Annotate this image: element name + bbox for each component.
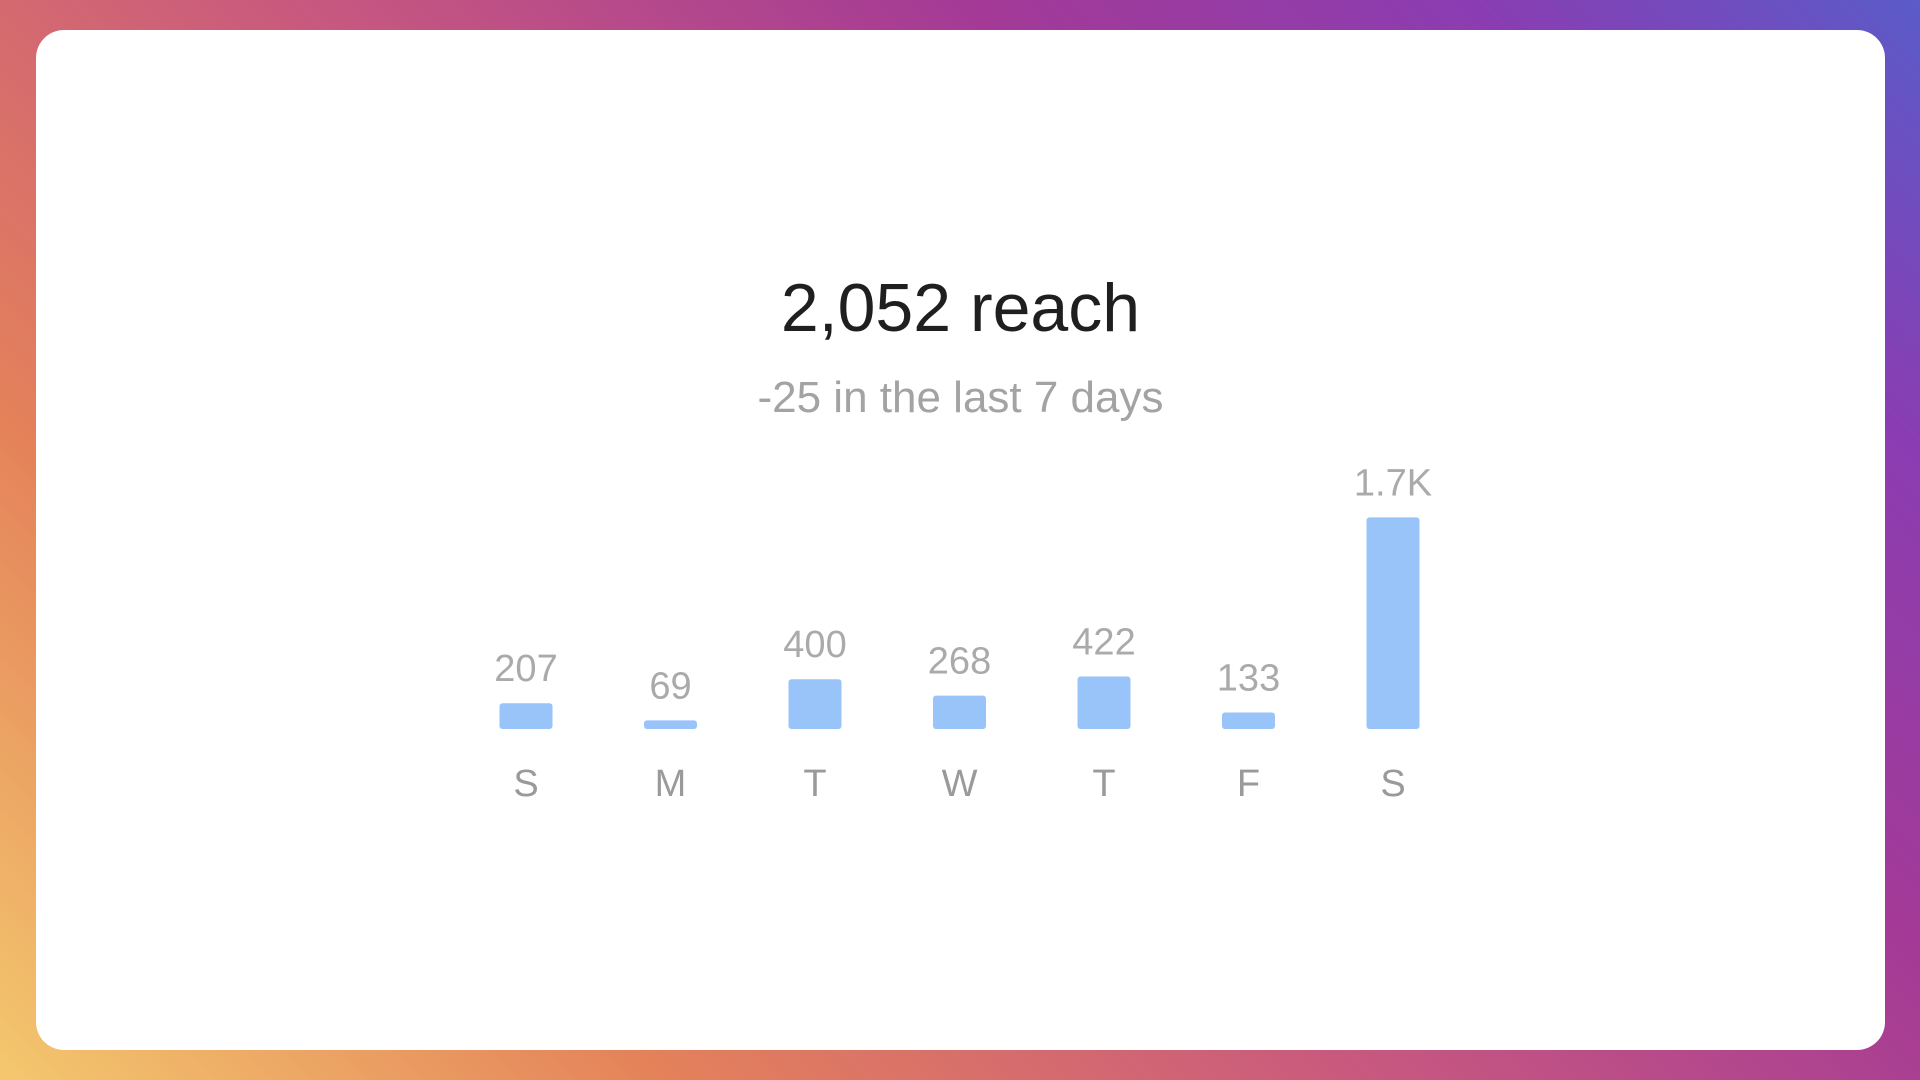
bar-value-label-0: 207 [494,648,557,690]
day-label-5: F [1237,763,1260,805]
day-label-4: T [1092,763,1115,805]
day-label-0: S [513,763,538,805]
bar-value-label-2: 400 [783,624,846,666]
day-label-1: M [655,763,687,805]
bar-value-label-3: 268 [928,641,991,683]
bar-2 [788,679,842,729]
bar-0 [499,703,553,729]
day-label-6: S [1380,763,1405,805]
bar-value-label-1: 69 [649,665,691,707]
reach-card: 2,052 reach -25 in the last 7 days [36,30,1885,1050]
bar-5 [1222,712,1275,729]
reach-change-subtitle: -25 in the last 7 days [757,373,1164,422]
bar-value-label-4: 422 [1072,621,1135,663]
bar-1 [644,720,697,729]
day-label-3: W [942,763,978,805]
bar-3 [933,695,986,729]
bar-4 [1077,676,1131,729]
day-label-2: T [803,763,826,805]
bar-value-label-5: 133 [1217,657,1280,699]
reach-total-headline: 2,052 reach [780,270,1141,346]
bar-value-label-6: 1.7K [1354,462,1432,504]
bar-6 [1366,517,1420,729]
